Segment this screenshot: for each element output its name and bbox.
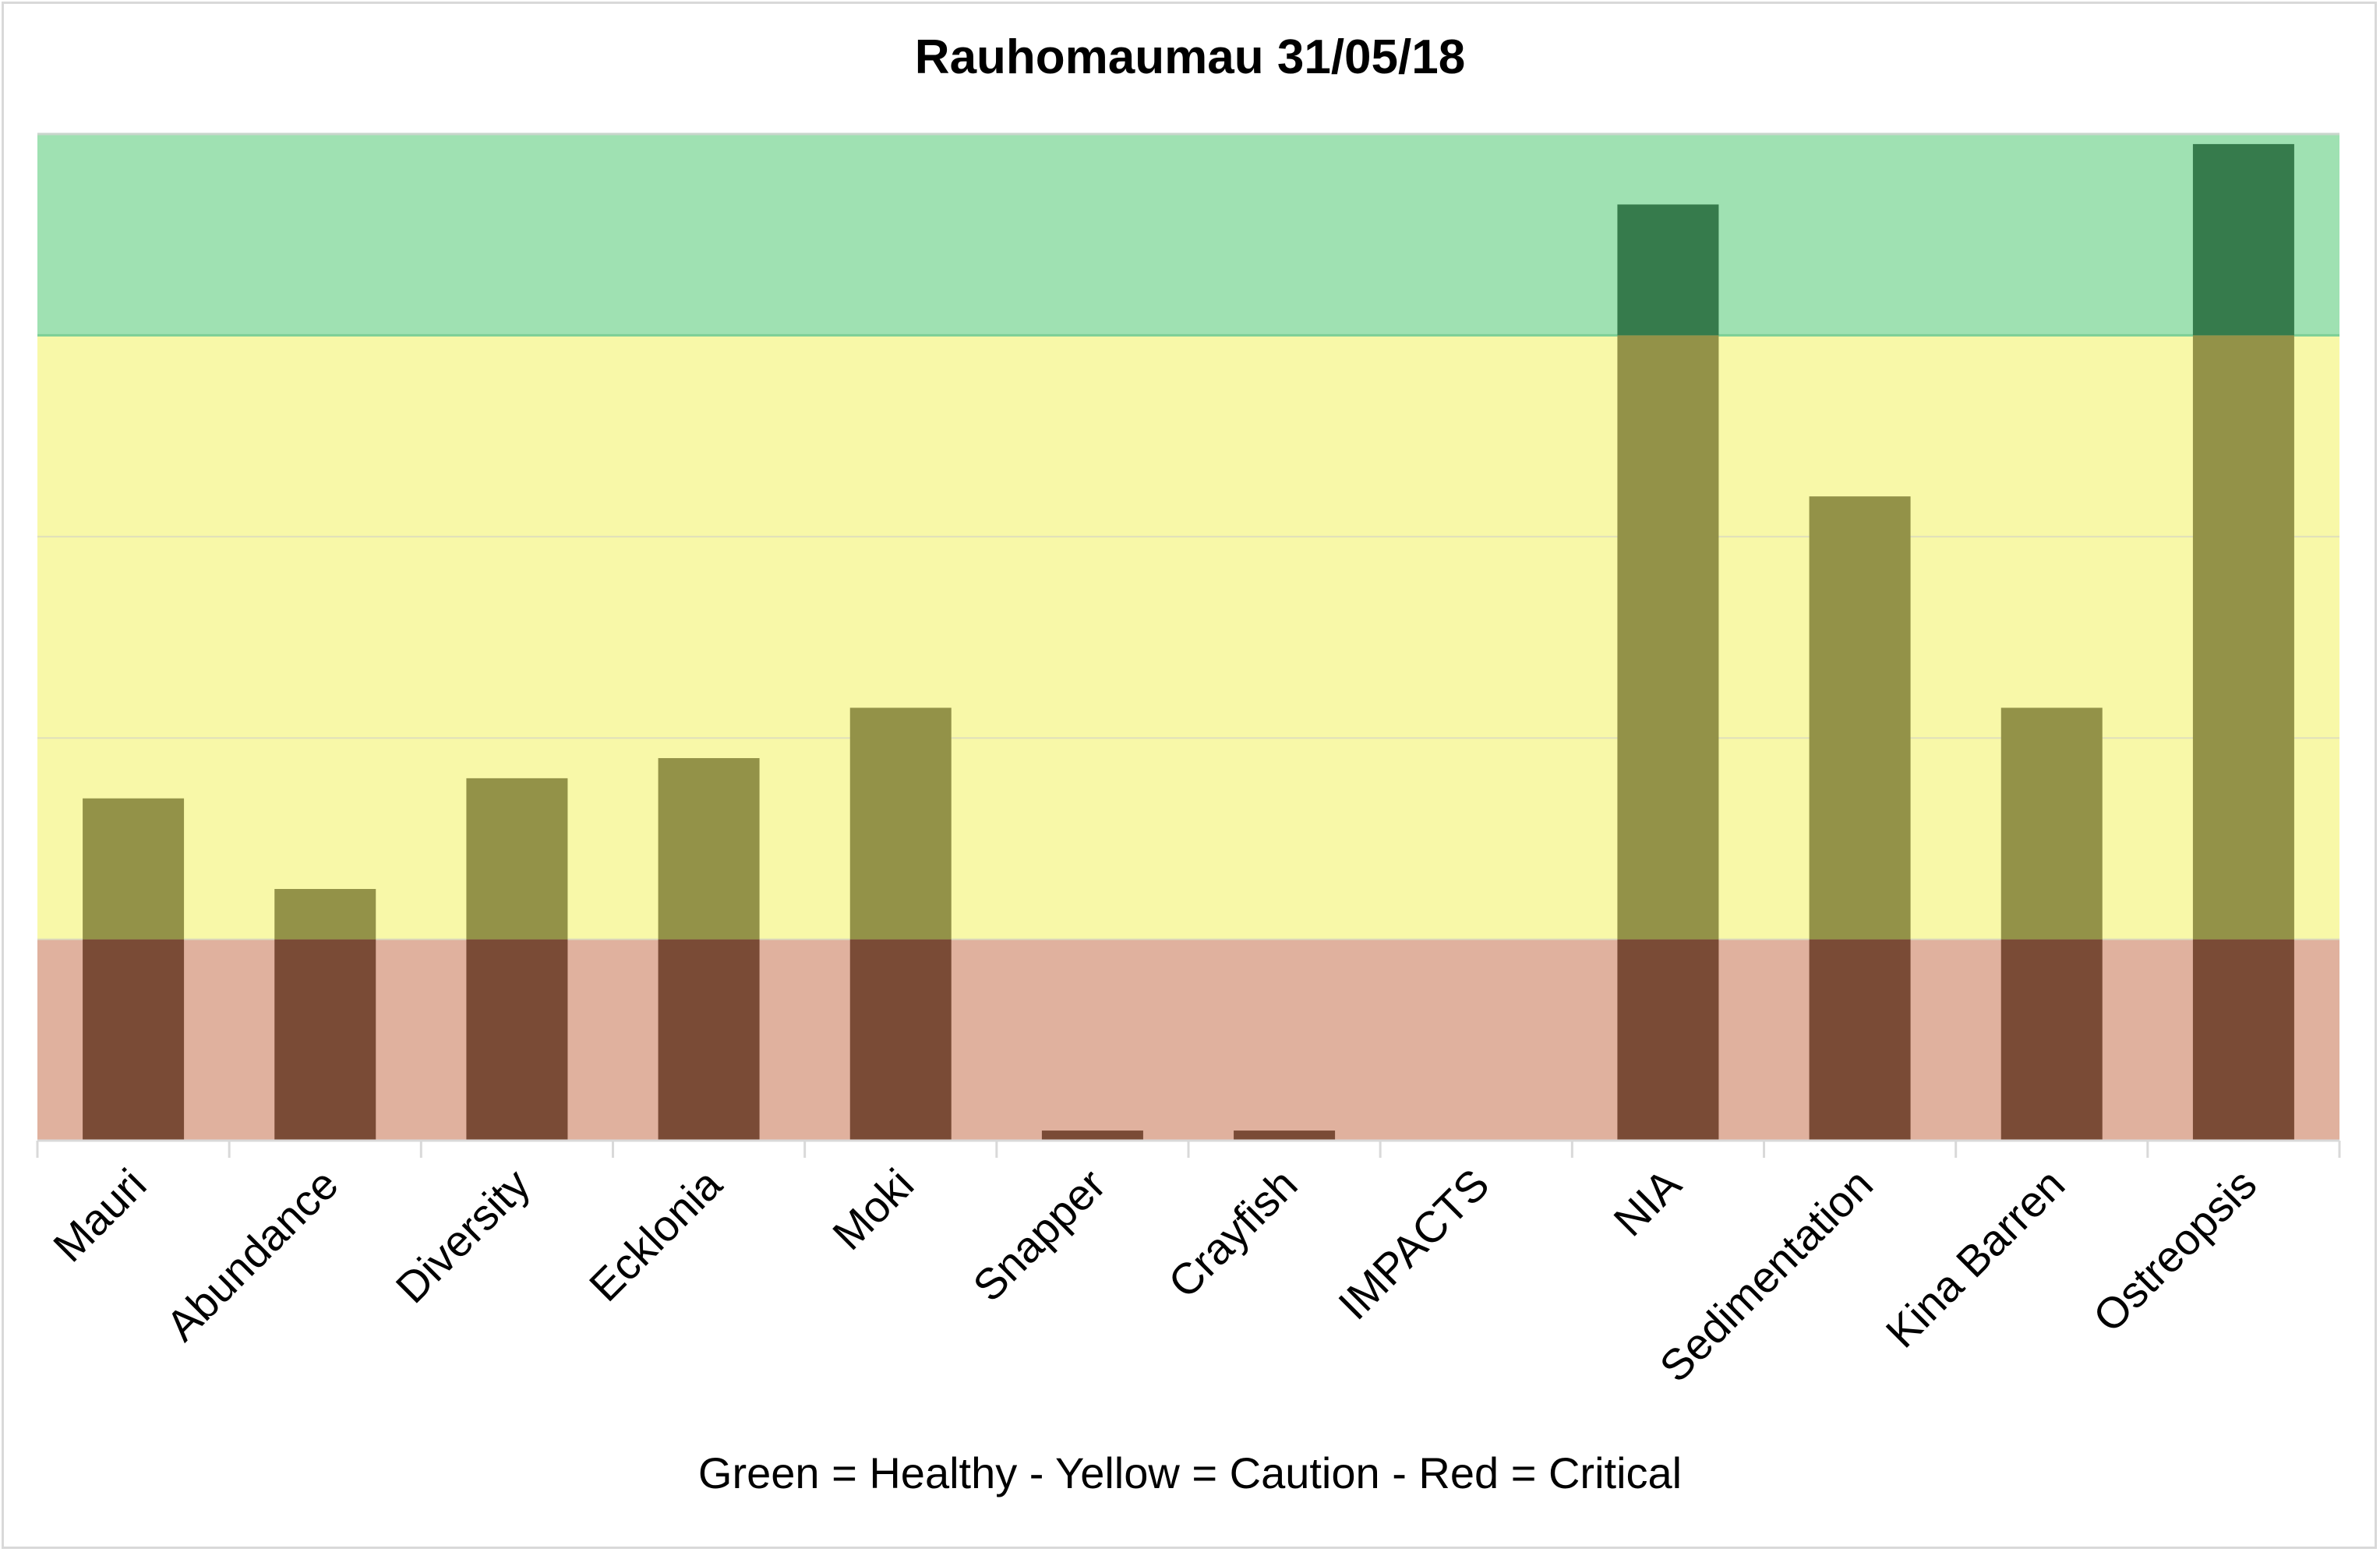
- legend-caption: Green = Healthy - Yellow = Caution - Red…: [697, 1448, 1683, 1497]
- band-healthy: [37, 134, 2339, 336]
- bar-diversity-critical: [466, 939, 568, 1141]
- bar-kina-barren-caution: [2000, 707, 2103, 940]
- tick-label-abundance: Abundance: [157, 1159, 348, 1350]
- bar-moki-critical: [849, 939, 952, 1141]
- tick-label-diversity: Diversity: [387, 1159, 539, 1312]
- bar-mauri-critical: [83, 939, 185, 1141]
- bar-moki-caution: [849, 707, 952, 940]
- tick-label-nia: NIA: [1604, 1159, 1690, 1245]
- tick-label-crayfish: Crayfish: [1159, 1159, 1307, 1307]
- bar-kina-barren-critical: [2000, 939, 2103, 1141]
- bar-ecklonia-caution: [658, 758, 760, 940]
- bar-diversity-caution: [466, 778, 568, 940]
- bar-nia-healthy: [1617, 204, 1719, 336]
- chart-title: Rauhomaumau 31/05/18: [914, 30, 1466, 84]
- bar-abundance-caution: [274, 889, 376, 940]
- tick-label-moki: Moki: [823, 1159, 923, 1259]
- tick-label-mauri: Mauri: [44, 1159, 156, 1272]
- tick-label-snapper: Snapper: [963, 1159, 1114, 1310]
- tick-label-impacts: IMPACTS: [1329, 1159, 1499, 1329]
- tick-label-ecklonia: Ecklonia: [580, 1159, 732, 1310]
- band-caution: [37, 335, 2339, 940]
- bar-crayfish-critical: [1234, 1130, 1336, 1141]
- band-critical: [37, 939, 2339, 1141]
- bar-ostreopsis-healthy: [2192, 143, 2294, 336]
- bar-abundance-critical: [274, 939, 376, 1141]
- bar-mauri-caution: [83, 798, 185, 940]
- bar-nia-caution: [1617, 335, 1719, 940]
- tick-label-ostreopsis: Ostreopsis: [2084, 1159, 2266, 1342]
- bar-ecklonia-critical: [658, 939, 760, 1141]
- tick-label-kina-barren: Kina Barren: [1877, 1159, 2075, 1357]
- bar-ostreopsis-critical: [2192, 939, 2294, 1141]
- bar-snapper-critical: [1041, 1130, 1143, 1141]
- bar-ostreopsis-caution: [2192, 335, 2294, 940]
- bar-sedimentation-critical: [1809, 939, 1911, 1141]
- bar-nia-critical: [1617, 939, 1719, 1141]
- bar-sedimentation-caution: [1809, 496, 1911, 940]
